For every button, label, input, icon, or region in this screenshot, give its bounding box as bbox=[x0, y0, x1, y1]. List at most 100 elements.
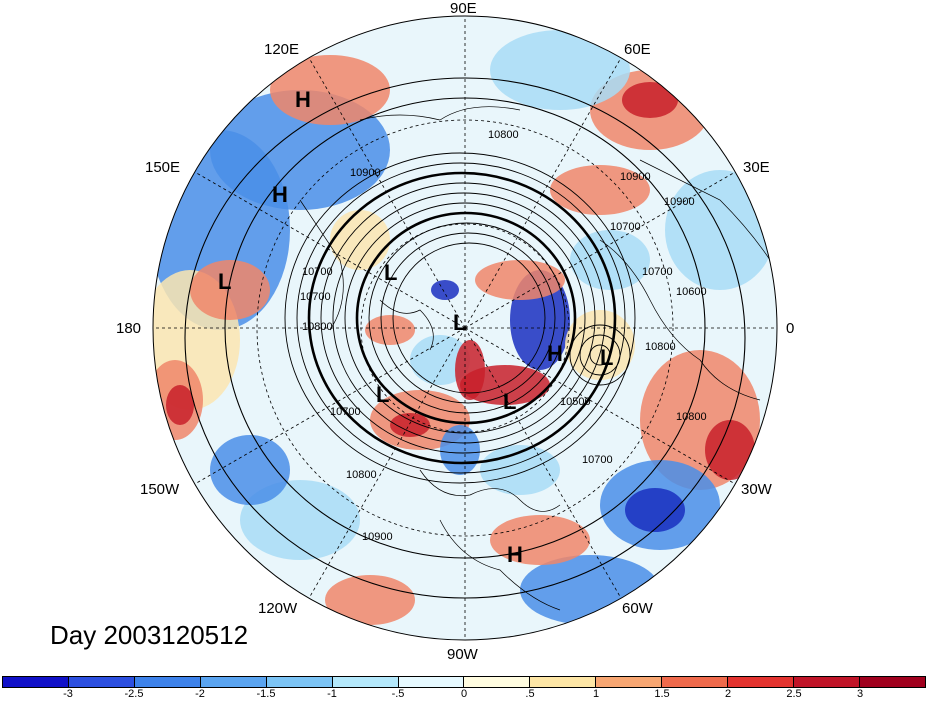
latitude-circle bbox=[256, 119, 674, 537]
anomaly-patch bbox=[550, 165, 650, 215]
meridian-line bbox=[464, 327, 736, 485]
anomaly-patch bbox=[490, 515, 590, 565]
colorbar-tick-label: -1 bbox=[327, 688, 337, 700]
colorbar-swatch bbox=[266, 677, 333, 687]
contour-label: 10600 bbox=[676, 286, 707, 298]
contour-label: 10700 bbox=[642, 266, 673, 278]
lon-label-90w: 90W bbox=[447, 646, 478, 663]
height-contour bbox=[368, 222, 566, 414]
contour-label: 10700 bbox=[300, 291, 331, 303]
high-marker: H bbox=[507, 542, 523, 567]
contour-label: 10800 bbox=[346, 469, 377, 481]
anomaly-patch bbox=[625, 488, 685, 532]
low-marker: L bbox=[218, 269, 232, 294]
meridian-line bbox=[464, 57, 622, 329]
colorbar-swatch bbox=[332, 677, 399, 687]
lon-label-150w: 150W bbox=[140, 481, 180, 498]
lon-label-60e: 60E bbox=[624, 41, 651, 58]
height-contour bbox=[589, 344, 611, 366]
anomaly-patch bbox=[270, 55, 390, 125]
meridian-line bbox=[464, 327, 622, 599]
anomaly-patch bbox=[365, 315, 415, 345]
low-marker: L bbox=[384, 260, 398, 285]
contour-label: 10700 bbox=[610, 221, 641, 233]
day-timestamp-label: Day 2003120512 bbox=[50, 620, 249, 650]
meridian-line bbox=[308, 57, 466, 329]
coastlines bbox=[299, 106, 771, 611]
lon-label-150e: 150E bbox=[145, 159, 181, 176]
lon-label-60w: 60W bbox=[622, 600, 653, 617]
colorbar-tick-label: 2.5 bbox=[786, 688, 802, 700]
contour-label: 10900 bbox=[362, 531, 393, 543]
height-contour bbox=[392, 242, 546, 394]
colorbar-swatch bbox=[134, 677, 201, 687]
anomaly-patch bbox=[325, 575, 415, 625]
colorbar-tick-label: 2 bbox=[724, 688, 732, 700]
height-contours bbox=[184, 77, 746, 599]
anomaly-patch bbox=[455, 340, 485, 400]
height-contour bbox=[579, 334, 621, 376]
height-contour bbox=[380, 232, 556, 404]
low-marker: L bbox=[600, 345, 614, 370]
colorbar-tick-label: 3 bbox=[856, 688, 864, 700]
contour-label: 10500 bbox=[560, 396, 591, 408]
colorbar-swatch bbox=[464, 677, 531, 687]
anomaly-patch bbox=[390, 413, 430, 437]
colorbar bbox=[2, 676, 926, 688]
coastline bbox=[379, 299, 434, 351]
contour-label: 10700 bbox=[302, 266, 333, 278]
lon-label-0: 0 bbox=[786, 320, 795, 337]
colorbar-tick-label: -2 bbox=[195, 688, 205, 700]
meridian-line bbox=[464, 171, 736, 329]
coastline bbox=[359, 106, 521, 121]
colorbar-tick-label: 1 bbox=[592, 688, 600, 700]
lon-label-180: 180 bbox=[116, 320, 142, 337]
anomaly-patch bbox=[475, 260, 565, 300]
contour-label: 10900 bbox=[620, 171, 651, 183]
high-marker: H bbox=[547, 341, 563, 366]
meridian-line bbox=[308, 327, 466, 599]
high-marker: H bbox=[295, 87, 311, 112]
colorbar-tick-label: .5 bbox=[525, 688, 535, 700]
height-contour bbox=[296, 162, 626, 474]
coastline bbox=[439, 519, 561, 611]
colorbar-tick-label: 0 bbox=[460, 688, 468, 700]
anomaly-patch bbox=[190, 260, 270, 320]
anomaly-patch bbox=[490, 30, 630, 110]
contour-label: 10900 bbox=[664, 196, 695, 208]
lon-label-30e: 30E bbox=[743, 159, 770, 176]
anomaly-patch bbox=[705, 420, 755, 480]
anomaly-patch bbox=[210, 435, 290, 505]
colorbar-swatch bbox=[3, 677, 69, 687]
lon-label-120w: 120W bbox=[258, 600, 298, 617]
height-contour bbox=[355, 211, 577, 425]
low-marker: L bbox=[503, 389, 517, 414]
contour-label: 10800 bbox=[488, 129, 519, 141]
lon-label-30w: 30W bbox=[741, 481, 772, 498]
colorbar-swatch bbox=[794, 677, 860, 687]
colorbar-swatch bbox=[200, 677, 267, 687]
low-marker: L bbox=[376, 382, 390, 407]
contour-label: 10700 bbox=[330, 406, 361, 418]
contour-label: 10800 bbox=[645, 341, 676, 353]
height-contour bbox=[569, 324, 631, 386]
colorbar-swatch bbox=[68, 677, 135, 687]
height-contour bbox=[332, 192, 596, 444]
coastline bbox=[639, 159, 771, 261]
contour-labels: 10800 10900 10700 10800 10700 10800 10900 10700… bbox=[300, 129, 707, 543]
colorbar-swatch bbox=[530, 677, 597, 687]
colorbar-tick-label: -.5 bbox=[391, 688, 405, 700]
anomaly-patch bbox=[570, 230, 650, 290]
contour-label: 10800 bbox=[676, 411, 707, 423]
anomaly-patch bbox=[330, 210, 390, 270]
anomaly-patch bbox=[410, 335, 470, 385]
contour-label: 10700 bbox=[582, 454, 613, 466]
colorbar-swatch bbox=[662, 677, 729, 687]
height-contour bbox=[320, 182, 606, 454]
coastline bbox=[419, 469, 561, 512]
lon-label-90e: 90E bbox=[450, 0, 477, 17]
colorbar-swatch bbox=[728, 677, 795, 687]
colorbar-tick-label: -1.5 bbox=[256, 688, 276, 700]
coastline bbox=[299, 199, 344, 331]
